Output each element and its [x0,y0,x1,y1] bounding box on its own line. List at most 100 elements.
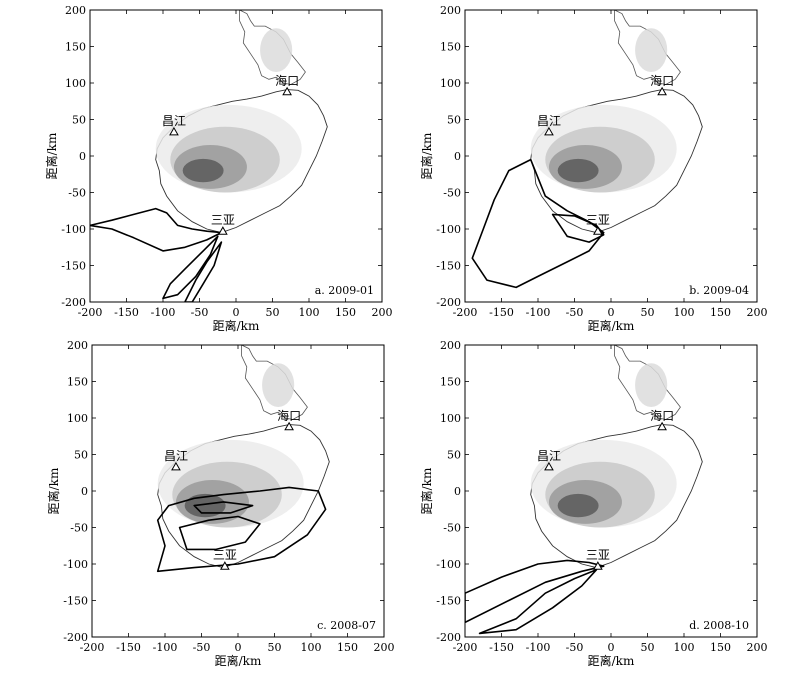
x-tick-label: 100 [301,641,322,654]
station-label: 海口 [277,408,301,423]
plot-area [156,345,330,573]
y-tick-label: 200 [440,4,461,17]
station-label: 三亚 [586,213,610,227]
station-label: 昌江 [537,449,561,463]
panel-label: b. 2009-04 [689,284,749,297]
panel-label: d. 2008-10 [689,619,749,632]
x-tick-label: -200 [453,306,478,319]
x-tick-label: 200 [374,641,395,654]
x-tick-label: -50 [191,306,209,319]
x-tick-label: 0 [608,306,615,319]
x-tick-label: 150 [337,641,358,654]
y-tick-label: 200 [440,339,461,352]
x-tick-label: 200 [747,641,768,654]
y-tick-label: 0 [454,150,461,163]
station-marker [217,226,228,235]
station-label: 三亚 [586,548,610,562]
y-tick-label: 50 [74,449,88,462]
x-tick-label: 150 [710,641,731,654]
station-label: 海口 [650,73,674,88]
station-marker [169,126,179,136]
density-contour [178,515,261,551]
x-tick-label: -150 [489,641,514,654]
y-tick-label: -50 [443,187,461,200]
y-tick-label: 100 [440,77,461,90]
y-tick-label: 0 [79,150,86,163]
y-tick-label: -200 [63,631,88,644]
station-label: 昌江 [164,449,188,463]
y-tick-label: -50 [68,187,86,200]
x-tick-label: 200 [372,306,393,319]
x-axis-title: 距离/km [213,318,260,333]
station-marker [171,461,181,471]
density-contour [184,241,223,302]
terrain-shade [184,493,226,518]
y-tick-label: 100 [440,412,461,425]
station-label: 三亚 [211,213,235,227]
y-tick-label: -150 [436,595,461,608]
x-tick-label: 100 [299,306,320,319]
station-marker [544,126,554,136]
y-tick-label: 200 [65,4,86,17]
density-contour [156,486,327,573]
y-tick-label: -150 [63,595,88,608]
x-tick-label: -100 [153,641,178,654]
x-tick-label: -200 [78,306,103,319]
x-tick-label: -50 [566,306,584,319]
station-label: 三亚 [213,548,237,562]
terrain-shade [260,28,293,73]
x-tick-label: -50 [193,641,211,654]
terrain-shade [635,28,668,73]
density-contour [465,559,605,624]
x-tick-label: 100 [674,641,695,654]
plot-area [465,345,703,635]
station-marker [282,86,292,96]
x-tick-label: -100 [526,641,551,654]
y-tick-label: -200 [436,631,461,644]
x-tick-label: 50 [641,641,655,654]
x-tick-label: 200 [747,306,768,319]
y-axis-title: 距离/km [46,467,61,514]
y-tick-label: 150 [440,41,461,54]
plot-area [471,10,703,289]
x-tick-label: -100 [526,306,551,319]
y-tick-label: 0 [81,485,88,498]
terrain-shade [262,363,295,408]
y-tick-label: -200 [436,296,461,309]
station-marker [657,421,667,431]
station-label: 昌江 [162,114,186,128]
y-tick-label: 200 [67,339,88,352]
x-tick-label: 0 [608,641,615,654]
x-tick-label: -200 [453,641,478,654]
y-axis-title: 距离/km [44,132,59,179]
terrain-shade [557,493,599,518]
x-tick-label: 150 [335,306,356,319]
plot-area [90,10,328,302]
station-label: 昌江 [537,114,561,128]
y-tick-label: 150 [440,376,461,389]
station-marker [219,561,230,570]
x-tick-label: 100 [674,306,695,319]
x-tick-label: 50 [641,306,655,319]
x-tick-label: -50 [566,641,584,654]
x-tick-label: 50 [268,641,282,654]
x-axis-title: 距离/km [215,653,262,668]
density-contour [471,158,605,289]
terrain-shade [635,363,668,408]
station-marker [284,421,294,431]
station-marker [592,226,603,235]
y-tick-label: 150 [67,376,88,389]
x-axis-title: 距离/km [588,318,635,333]
panel-label: c. 2008-07 [317,619,376,632]
y-tick-label: -200 [61,296,86,309]
y-tick-label: -100 [61,223,86,236]
density-contour [193,501,254,514]
y-tick-label: -100 [436,223,461,236]
station-marker [592,561,603,570]
y-tick-label: 50 [447,449,461,462]
y-tick-label: 50 [447,114,461,127]
